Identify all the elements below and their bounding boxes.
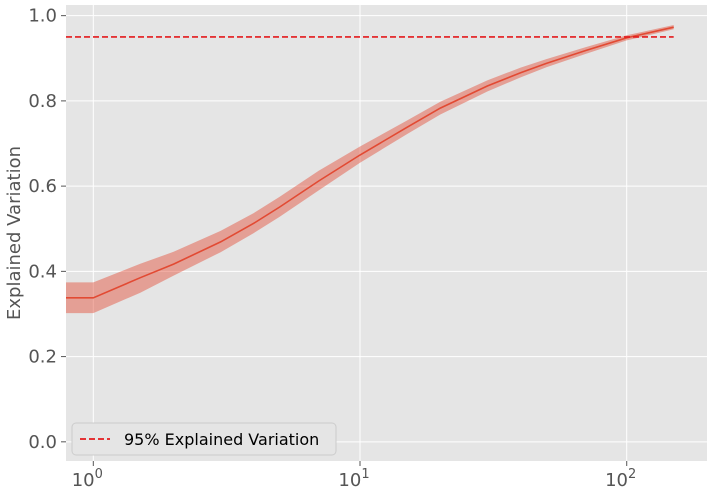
mean-line bbox=[66, 26, 674, 299]
series-lines bbox=[66, 26, 674, 299]
y-tick-label: 1.0 bbox=[28, 6, 57, 27]
x-ticks: 100 101 102 bbox=[72, 461, 636, 491]
legend-box bbox=[71, 422, 337, 456]
y-tick-label: 0.6 bbox=[28, 176, 57, 197]
y-tick-label: 0.2 bbox=[28, 347, 57, 368]
confidence-band-area bbox=[66, 25, 674, 314]
plot-area bbox=[66, 5, 707, 461]
legend: 95% Explained Variation bbox=[71, 422, 337, 456]
confidence-band bbox=[66, 25, 674, 314]
x-tick-label: 101 bbox=[338, 467, 369, 491]
x-tick-label: 102 bbox=[605, 467, 636, 491]
y-tick-label: 0.8 bbox=[28, 91, 57, 112]
y-tick-label: 0.4 bbox=[28, 261, 57, 282]
legend-label: 95% Explained Variation bbox=[124, 430, 319, 449]
y-ticks: 0.0 0.2 0.4 0.6 0.8 1.0 bbox=[28, 6, 66, 453]
x-tick-label: 100 bbox=[72, 467, 103, 491]
y-tick-label: 0.0 bbox=[28, 432, 57, 453]
y-axis-label: Explained Variation bbox=[4, 146, 25, 320]
gridlines bbox=[66, 5, 707, 461]
